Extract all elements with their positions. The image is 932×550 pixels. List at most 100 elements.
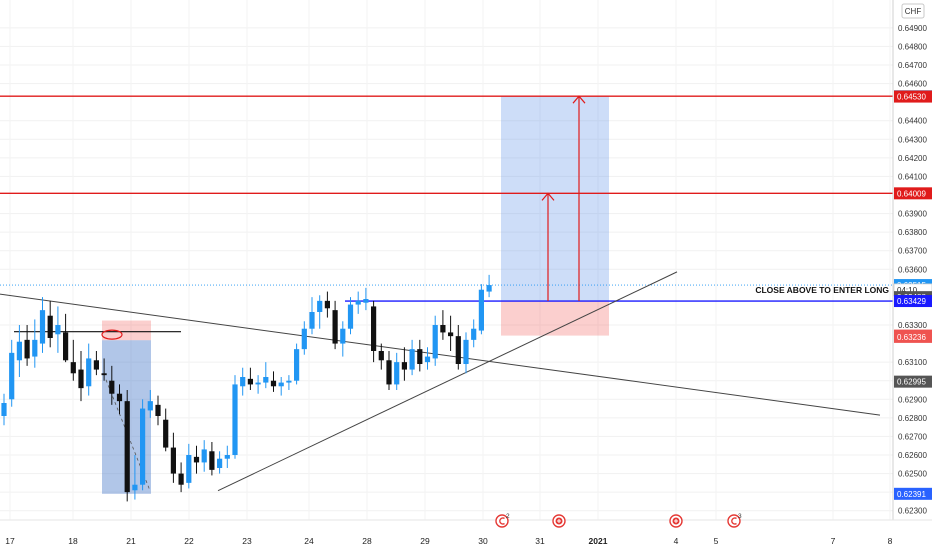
candle [471,319,477,348]
time-tick-label: 28 [362,536,372,546]
price-badge-label: 04:10 [897,286,918,295]
candle-body [309,312,315,329]
candle [232,375,238,459]
candle-body [155,404,161,416]
time-tick-label: 30 [478,536,488,546]
time-tick-label: 18 [68,536,78,546]
candle [270,371,277,392]
candle-body [101,373,107,376]
descending-trendline [0,293,881,416]
event-count: 3 [738,513,742,520]
long-target-zone [501,96,609,302]
candle-body [86,358,92,387]
price-tick-label: 0.64600 [898,80,927,89]
economic-event-icon[interactable] [552,514,566,528]
time-tick-labels: 17 18 21 22 23 24 28 29 30 31 2021 4 5 7 8 [5,536,892,546]
time-tick-label: 29 [420,536,430,546]
time-tick-label: 4 [674,536,679,546]
candle [24,325,30,366]
candle [378,343,384,370]
price-badge: 0.64530 [894,90,932,103]
candle [1,393,7,426]
time-tick-label: 23 [242,536,252,546]
horizontal-lines [0,95,893,333]
price-tick-label: 0.64400 [898,117,927,126]
candle [224,445,230,468]
candle-body [294,349,300,381]
price-axis[interactable]: CHF [892,0,925,520]
candle [170,432,176,483]
candle-body [232,384,238,455]
candle [86,343,92,396]
earnings-event-icon[interactable]: 2 [495,513,510,528]
currency-label: CHF [905,7,922,16]
price-badge: 0.64009 [894,187,932,200]
candle [63,313,69,363]
candle-body [116,393,123,402]
candle-body [255,382,261,385]
candle-body [78,369,84,389]
candle [39,297,46,353]
candle-body [394,362,400,385]
candle [70,339,76,381]
candle [140,399,146,491]
candle [116,384,123,415]
earnings-event-icon[interactable]: 3 [727,513,742,528]
candle [394,352,400,390]
candle [201,440,207,472]
candle-body [440,325,446,333]
price-badge-label: 0.62391 [897,490,926,499]
candle [424,347,431,370]
time-tick-label: 2021 [589,536,608,546]
candle-body [324,300,330,309]
candle-body [386,360,392,385]
price-tick-label: 0.64900 [898,24,927,33]
candle [32,319,38,368]
candle [16,325,22,377]
price-tick-label: 0.62600 [898,451,927,460]
candle-body [39,310,46,344]
candle [240,367,246,396]
price-badge-bg [894,295,932,308]
candle [109,365,115,405]
currency-box[interactable] [901,3,925,19]
candle-body [270,380,277,387]
candle [163,408,169,452]
candle-body [424,356,431,363]
candle-body [124,401,130,493]
economic-event-icon[interactable] [669,514,683,528]
price-tick-label: 0.63700 [898,247,927,256]
candle-body [55,325,61,335]
candle [55,306,61,353]
candle [340,321,346,357]
price-tick-label: 0.62300 [898,507,927,516]
candle-body [401,362,407,370]
candle-body [16,341,22,361]
price-tick-label: 0.64100 [898,172,927,181]
candle [417,339,423,372]
candle [217,451,223,474]
candle-body [432,325,438,359]
event-c [731,517,737,525]
candle-body [347,304,354,329]
price-tick-label: 0.63900 [898,210,927,219]
candle [432,315,438,366]
candle [124,390,130,502]
time-tick-label: 21 [126,536,136,546]
candle [101,358,107,381]
candle [478,284,484,335]
candle [93,351,99,376]
candle-body [109,380,115,394]
candle-body [340,328,346,344]
price-badge-bg [894,90,932,103]
candle-body [301,328,307,350]
candle [355,291,361,314]
price-badge-bg [894,487,932,500]
price-badge-label: 0.64530 [897,93,926,102]
candle-body [24,339,30,359]
candle-body [463,339,469,364]
event-ring [495,514,509,528]
candle [286,375,292,390]
